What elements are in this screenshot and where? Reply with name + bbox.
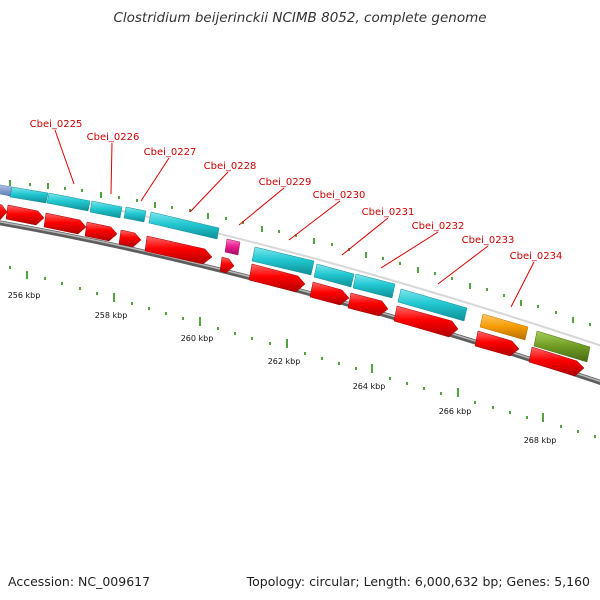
orf-arrow [144,235,213,265]
scale-label: 256 kbp [8,291,41,300]
scale-label: 264 kbp [353,382,386,391]
gene-label-cbei-0229: Cbei_0229 [259,177,312,188]
scale-label: 268 kbp [524,436,557,445]
scale-label: 266 kbp [439,407,472,416]
gene-feature-cbei-0230 [251,246,315,276]
orf-arrow [528,346,585,377]
gene-label-cbei-0226: Cbei_0226 [87,132,140,143]
leader-line [238,187,285,226]
scale-label: 260 kbp [181,334,214,343]
gene-label-cbei-0234: Cbei_0234 [510,251,563,262]
orf-arrow [347,292,389,317]
leader-lines [54,129,535,308]
orf-arrow [219,256,235,274]
gene-label-cbei-0225: Cbei_0225 [30,119,83,130]
orf-arrow [5,204,45,226]
gene-label-cbei-0228: Cbei_0228 [204,161,257,172]
gene-feature-cbei-0234 [479,313,529,341]
gene-features [0,184,591,363]
gene-feature-cbei-0225 [9,186,49,204]
orf-arrow [393,305,459,338]
orf-arrows [0,204,585,377]
leader-line [380,231,439,269]
gene-feature-cbei-0231 [313,263,355,288]
gene-feature-rna [224,238,241,256]
gene-feature-cbei-0228 [123,206,147,223]
map-title: Clostridium beijerinckii NCIMB 8052, com… [113,10,486,26]
leader-line [189,171,229,213]
leader-line [341,217,389,256]
gene-feature-olive [533,330,591,363]
leader-line [54,129,75,185]
orf-arrow [309,281,350,306]
gene-label-cbei-0232: Cbei_0232 [412,221,465,232]
gene-label-cbei-0230: Cbei_0230 [313,190,366,201]
scale-label: 258 kbp [95,311,128,320]
leader-line [437,245,489,285]
gene-feature-cbei-0233 [397,288,468,322]
scale-label: 262 kbp [268,357,301,366]
gene-labels: Cbei_0225 Cbei_0226 Cbei_0227 Cbei_0228 … [30,119,563,262]
leader-line [110,142,113,195]
gene-label-cbei-0231: Cbei_0231 [362,207,415,218]
gene-feature-cbei-0232 [352,273,396,299]
topology-text: Topology: circular; Length: 6,000,632 bp… [246,574,590,589]
scale-labels: 256 kbp 258 kbp 260 kbp 262 kbp 264 kbp … [8,291,557,445]
gene-label-cbei-0233: Cbei_0233 [462,235,515,246]
leader-line [288,200,341,241]
orf-arrow [0,204,8,221]
gene-feature-cbei-0227 [89,200,123,219]
gene-feature-cbei-0229 [148,211,220,240]
gene-feature-cbei-0226 [46,192,91,212]
leader-line [510,261,535,308]
orf-arrow [118,229,142,248]
accession-text: Accession: NC_009617 [8,574,150,589]
orf-arrow [474,330,520,357]
gene-label-cbei-0227: Cbei_0227 [144,147,197,158]
orf-arrow [84,221,118,242]
scale-ticks [9,266,596,438]
orf-arrow [248,263,306,293]
orf-arrow [43,212,87,235]
leader-line [140,157,170,202]
